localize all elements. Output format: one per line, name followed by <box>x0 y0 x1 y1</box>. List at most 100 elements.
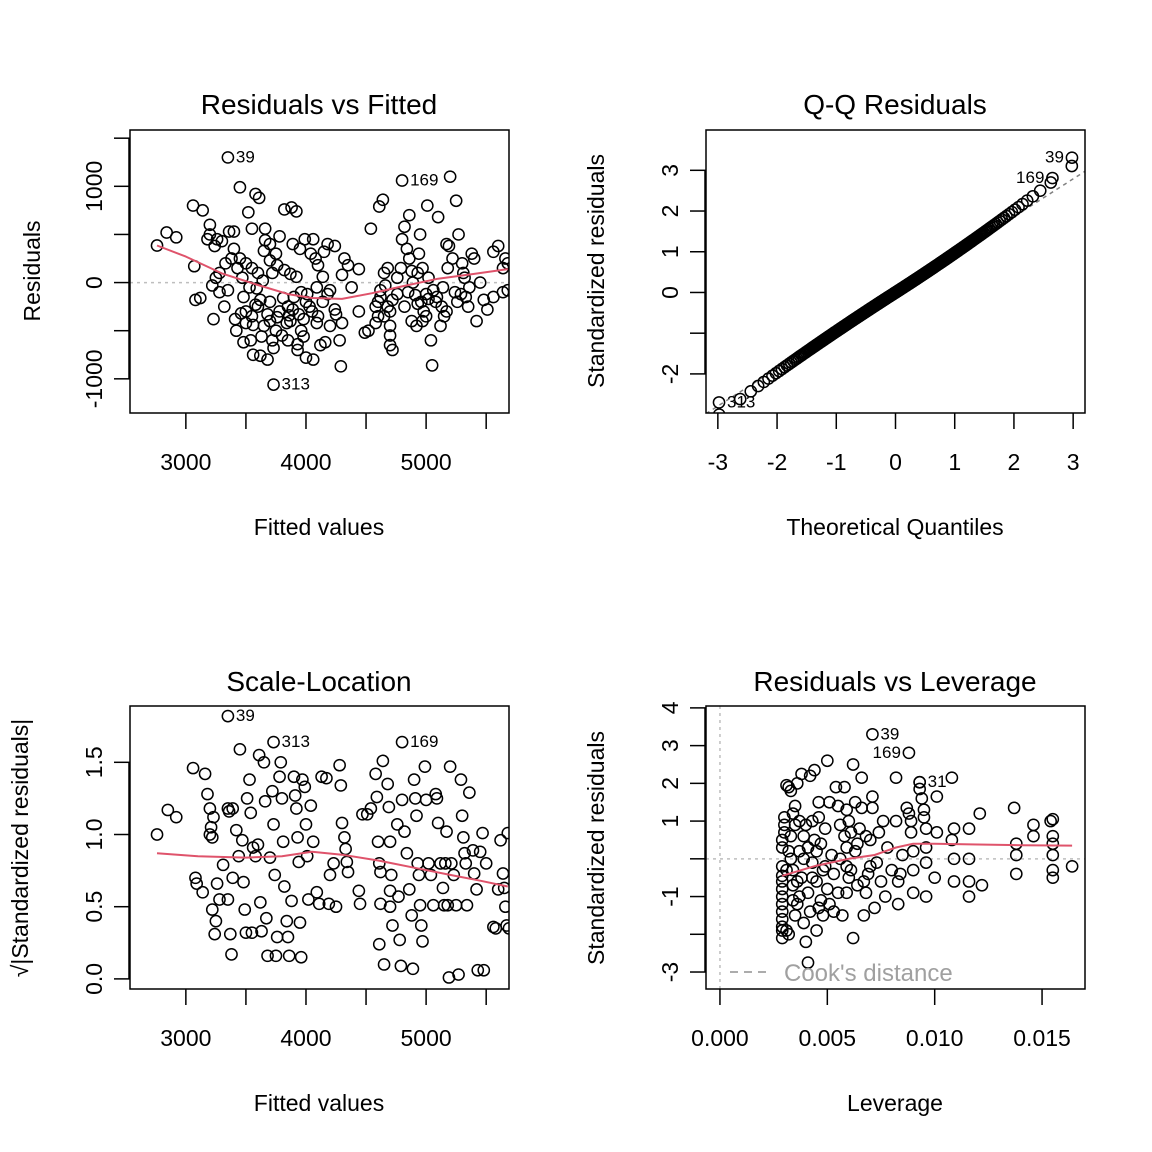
data-point <box>827 867 841 881</box>
data-point <box>851 837 864 851</box>
data-point <box>810 875 823 888</box>
data-point <box>1046 829 1060 843</box>
data-point <box>851 878 864 892</box>
data-point <box>261 353 274 366</box>
data-point <box>193 291 207 305</box>
data-point <box>906 863 920 877</box>
data-point <box>302 893 315 906</box>
data-point <box>393 933 407 947</box>
data-point <box>406 962 420 976</box>
data-point <box>930 790 944 803</box>
data-point <box>352 305 366 318</box>
data-point <box>797 916 811 930</box>
data-point <box>422 271 435 285</box>
data-point <box>795 767 808 781</box>
data-point <box>353 897 367 911</box>
data-point <box>947 822 961 835</box>
data-point <box>369 316 383 330</box>
data-point <box>207 810 220 824</box>
data-point <box>797 852 811 866</box>
data-point <box>823 795 836 809</box>
data-point <box>491 239 505 253</box>
data-point <box>395 793 409 807</box>
data-point <box>928 871 942 885</box>
data-point <box>377 958 391 971</box>
data-point <box>316 270 330 284</box>
y-tick-label: 0 <box>81 276 107 289</box>
data-point <box>861 867 875 881</box>
data-point <box>196 885 210 899</box>
y-tick-label: 1000 <box>81 161 107 212</box>
data-point <box>457 831 470 844</box>
panel-qq-residuals: Q-Q Residuals Theoretical Quantiles Stan… <box>583 89 1086 540</box>
data-point <box>801 956 815 969</box>
data-point <box>775 924 789 937</box>
data-point <box>231 261 244 275</box>
data-point <box>782 844 796 858</box>
data-point <box>487 920 500 934</box>
data-point <box>460 898 474 912</box>
data-point <box>402 883 416 896</box>
y-tick-label: 3 <box>657 164 683 177</box>
data-point <box>246 348 260 362</box>
data-point <box>477 963 491 977</box>
data-point <box>473 845 487 859</box>
data-point <box>775 931 789 945</box>
x-tick-label: 0.000 <box>691 1025 749 1051</box>
data-point <box>213 893 226 906</box>
data-point <box>169 230 183 244</box>
data-point <box>221 283 235 297</box>
data-point <box>229 324 243 338</box>
data-point <box>297 330 310 343</box>
x-tick-label: 3 <box>1067 449 1080 475</box>
data-point <box>467 252 481 265</box>
data-point <box>775 833 789 847</box>
data-point <box>812 795 826 809</box>
data-point <box>219 256 232 270</box>
data-point <box>842 871 856 885</box>
data-point <box>454 287 468 301</box>
data-point <box>413 228 427 241</box>
point-label: 313 <box>282 732 310 751</box>
y-tick-label: 1 <box>657 815 683 828</box>
data-point <box>885 863 899 877</box>
data-point <box>1044 814 1057 828</box>
data-point <box>394 261 408 275</box>
data-point <box>261 949 274 963</box>
data-point <box>1046 863 1060 877</box>
data-point <box>221 709 235 723</box>
x-tick-label: -3 <box>708 449 728 475</box>
data-point <box>766 369 779 383</box>
data-point <box>196 204 210 217</box>
data-point <box>258 233 272 247</box>
data-point <box>221 893 235 906</box>
data-point <box>801 886 815 900</box>
data-point <box>440 237 453 251</box>
data-point <box>244 333 258 347</box>
data-point <box>481 303 494 316</box>
point-label: 39 <box>1045 148 1064 167</box>
data-point <box>345 281 358 294</box>
data-point <box>866 801 879 815</box>
point-label: 169 <box>410 732 438 751</box>
data-point <box>310 885 324 899</box>
data-point <box>437 898 451 912</box>
data-point <box>913 775 927 789</box>
data-point <box>328 239 342 253</box>
x-tick-label: 4000 <box>280 1025 331 1051</box>
data-point <box>793 814 806 828</box>
data-point <box>449 194 463 208</box>
data-point <box>198 767 212 781</box>
data-point <box>299 351 313 365</box>
data-point <box>827 905 841 918</box>
data-point <box>241 205 255 219</box>
data-point <box>402 252 416 265</box>
data-point <box>1065 860 1079 873</box>
data-point <box>501 826 509 840</box>
data-point <box>334 359 348 373</box>
data-point <box>278 203 291 216</box>
data-point <box>975 878 989 892</box>
data-point <box>712 396 726 409</box>
data-point <box>364 222 378 236</box>
data-point <box>1046 848 1060 862</box>
